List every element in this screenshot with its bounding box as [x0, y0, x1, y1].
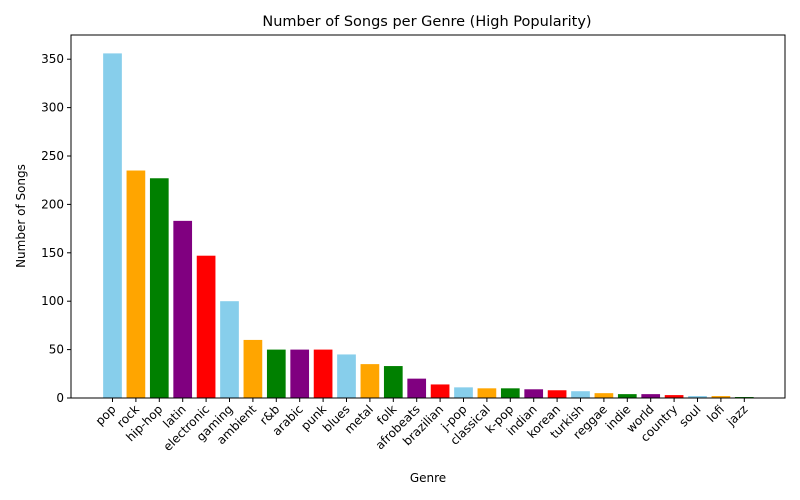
y-axis: 0 50 100 150 200 250 300 350 — [41, 52, 71, 405]
x-tick-label: jazz — [723, 402, 750, 429]
bar-korean — [547, 390, 567, 398]
y-tick-label: 50 — [49, 343, 64, 357]
bar-reggae — [594, 393, 614, 398]
bar-soul — [688, 396, 707, 398]
bar-electronic — [196, 255, 216, 398]
x-tick-label: lofi — [704, 402, 727, 425]
y-tick-label: 250 — [41, 149, 64, 163]
x-axis: poprockhip-hoplatinelectronicgamingambie… — [93, 398, 750, 454]
bar-lofi — [711, 396, 731, 398]
x-tick-label: pop — [93, 402, 119, 428]
bar-r-b — [266, 349, 286, 398]
bar-indie — [617, 394, 637, 398]
bar-afrobeats — [407, 378, 427, 398]
y-tick-label: 150 — [41, 246, 64, 260]
bar-folk — [383, 366, 403, 398]
y-axis-label: Number of Songs — [14, 164, 28, 268]
bar-latin — [173, 220, 193, 398]
bar-gaming — [220, 301, 239, 398]
bar-country — [664, 395, 684, 398]
bar-metal — [360, 364, 380, 398]
x-tick-label: soul — [676, 402, 703, 429]
bar-rock — [126, 170, 146, 398]
chart-title: Number of Songs per Genre (High Populari… — [262, 14, 591, 30]
plot-frame — [70, 34, 786, 399]
bar-arabic — [290, 349, 310, 398]
bar-turkish — [571, 391, 590, 398]
bar-world — [641, 394, 661, 398]
bar-ambient — [243, 339, 263, 398]
x-axis-label: Genre — [410, 471, 446, 485]
bar-blues — [337, 354, 356, 398]
bar-pop — [103, 53, 122, 398]
y-tick-label: 350 — [41, 52, 64, 66]
bar-brazilian — [430, 384, 450, 398]
bar-j-pop — [454, 387, 473, 398]
bar-classical — [477, 388, 497, 398]
y-tick-label: 200 — [41, 197, 64, 211]
bar-hip-hop — [149, 178, 169, 398]
bars-group — [103, 53, 754, 398]
bar-k-pop — [500, 388, 520, 398]
y-tick-label: 100 — [41, 294, 64, 308]
y-tick-label: 300 — [41, 101, 64, 115]
y-tick-label: 0 — [56, 391, 64, 405]
bar-punk — [313, 349, 333, 398]
bar-indian — [524, 389, 544, 398]
